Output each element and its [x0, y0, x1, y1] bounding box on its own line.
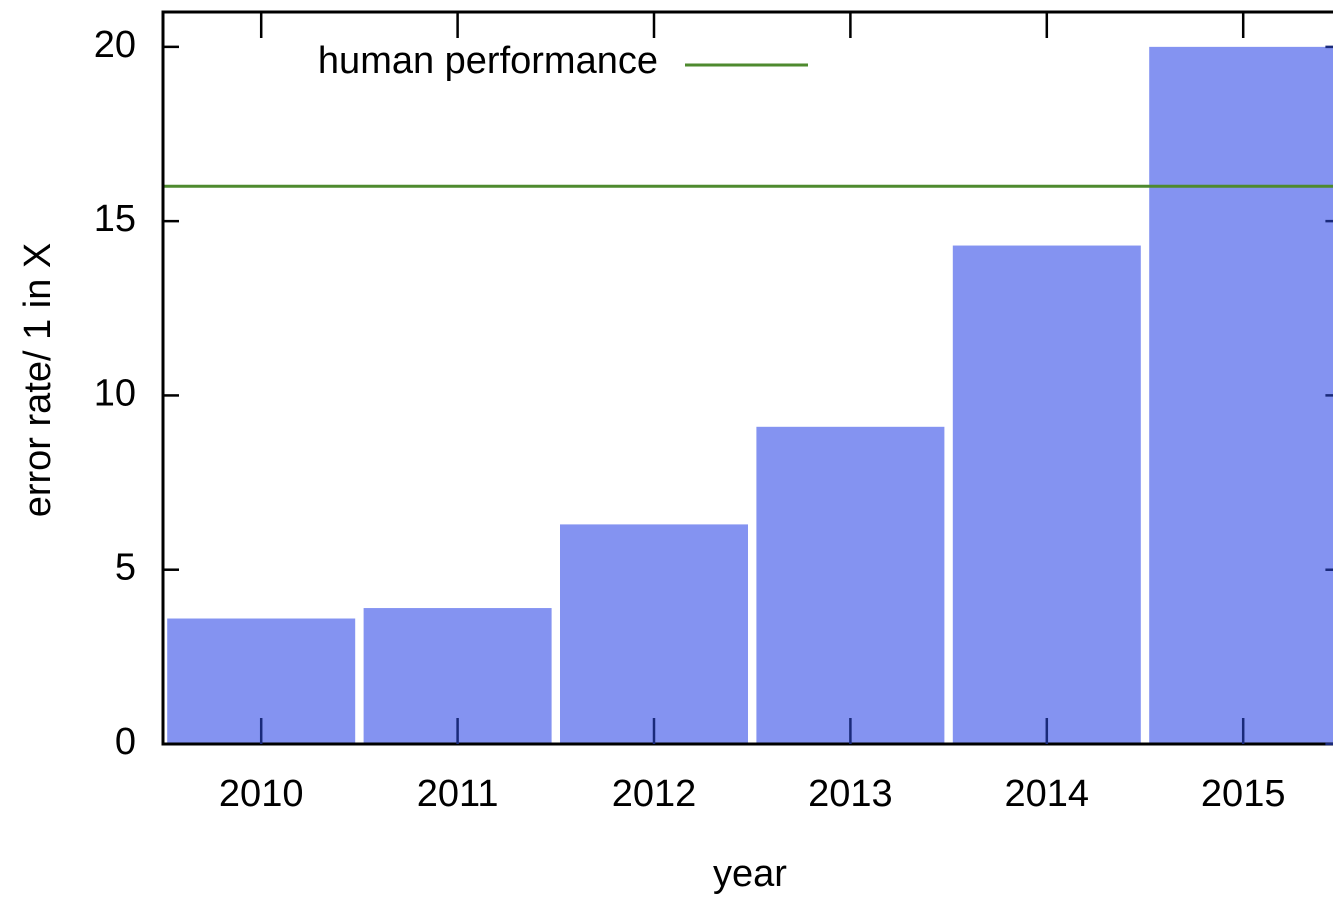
bar [756, 426, 945, 744]
x-tick-label: 2013 [808, 773, 893, 815]
bar [560, 524, 748, 744]
y-tick-label: 5 [115, 547, 136, 589]
x-tick-label: 2014 [1005, 773, 1090, 815]
x-axis-label: year [713, 853, 787, 895]
legend-label: human performance [318, 40, 658, 82]
x-tick-label: 2011 [417, 773, 499, 815]
y-tick-label: 0 [115, 721, 136, 763]
y-tick-label: 20 [94, 24, 136, 66]
bar [952, 245, 1141, 745]
y-tick-label: 10 [94, 372, 136, 414]
bar [1149, 46, 1333, 745]
y-tick-label: 15 [94, 198, 136, 240]
x-tick-label: 2012 [612, 773, 697, 815]
plot-frame [161, 10, 1333, 746]
x-tick-label: 2015 [1201, 773, 1286, 815]
y-axis-label: error rate/ 1 in X [17, 243, 59, 518]
x-tick-label: 2010 [219, 773, 304, 815]
